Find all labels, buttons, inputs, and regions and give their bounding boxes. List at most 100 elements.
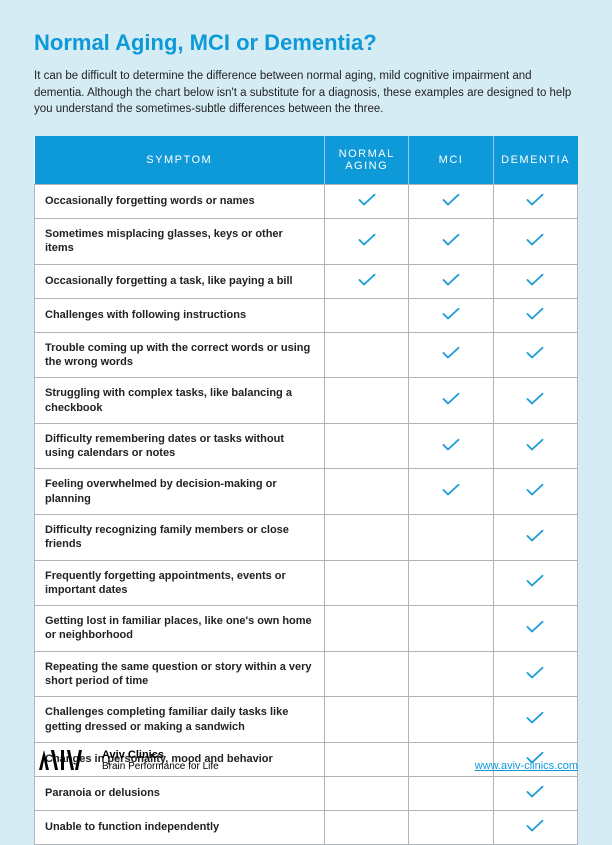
mci-cell	[409, 776, 493, 810]
mci-cell	[409, 469, 493, 515]
check-icon	[526, 574, 544, 588]
col-dementia: DEMENTIA	[493, 136, 577, 185]
dementia-cell	[493, 264, 577, 298]
check-icon	[442, 193, 460, 207]
mci-cell	[409, 560, 493, 606]
brand-url-link[interactable]: www.aviv-clinics.com	[475, 760, 578, 772]
check-icon	[526, 819, 544, 833]
normal-cell	[325, 651, 409, 697]
normal-cell	[325, 469, 409, 515]
check-icon	[442, 438, 460, 452]
normal-cell	[325, 185, 409, 219]
symptom-cell: Difficulty recognizing family members or…	[35, 514, 325, 560]
check-icon	[358, 273, 376, 287]
normal-cell	[325, 219, 409, 265]
normal-cell	[325, 560, 409, 606]
normal-cell	[325, 332, 409, 378]
mci-cell	[409, 264, 493, 298]
mci-cell	[409, 423, 493, 469]
dementia-cell	[493, 810, 577, 844]
dementia-cell	[493, 651, 577, 697]
table-row: Occasionally forgetting words or names	[35, 185, 578, 219]
check-icon	[526, 620, 544, 634]
normal-cell	[325, 776, 409, 810]
symptom-cell: Paranoia or delusions	[35, 776, 325, 810]
symptom-cell: Challenges completing familiar daily tas…	[35, 697, 325, 743]
check-icon	[526, 666, 544, 680]
mci-cell	[409, 810, 493, 844]
dementia-cell	[493, 776, 577, 810]
mci-cell	[409, 185, 493, 219]
dementia-cell	[493, 185, 577, 219]
check-icon	[442, 346, 460, 360]
symptom-cell: Getting lost in familiar places, like on…	[35, 606, 325, 652]
brand-logo-icon	[34, 748, 94, 772]
brand-text: Aviv Clinics Brain Performance for Life	[102, 749, 219, 772]
check-icon	[442, 392, 460, 406]
normal-cell	[325, 378, 409, 424]
check-icon	[442, 307, 460, 321]
brand-tagline: Brain Performance for Life	[102, 761, 219, 772]
dementia-cell	[493, 332, 577, 378]
table-row: Occasionally forgetting a task, like pay…	[35, 264, 578, 298]
normal-cell	[325, 298, 409, 332]
symptom-cell: Occasionally forgetting words or names	[35, 185, 325, 219]
check-icon	[526, 307, 544, 321]
check-icon	[526, 346, 544, 360]
table-row: Unable to function independently	[35, 810, 578, 844]
check-icon	[526, 711, 544, 725]
check-icon	[526, 233, 544, 247]
symptom-cell: Frequently forgetting appointments, even…	[35, 560, 325, 606]
symptom-cell: Unable to function independently	[35, 810, 325, 844]
mci-cell	[409, 606, 493, 652]
intro-text: It can be difficult to determine the dif…	[34, 68, 578, 118]
brand: Aviv Clinics Brain Performance for Life	[34, 748, 219, 772]
dementia-cell	[493, 697, 577, 743]
check-icon	[442, 273, 460, 287]
dementia-cell	[493, 423, 577, 469]
table-row: Sometimes misplacing glasses, keys or ot…	[35, 219, 578, 265]
footer: Aviv Clinics Brain Performance for Life …	[34, 748, 578, 772]
symptom-cell: Trouble coming up with the correct words…	[35, 332, 325, 378]
mci-cell	[409, 298, 493, 332]
mci-cell	[409, 332, 493, 378]
col-symptom: SYMPTOM	[35, 136, 325, 185]
col-mci: MCI	[409, 136, 493, 185]
check-icon	[526, 193, 544, 207]
normal-cell	[325, 264, 409, 298]
mci-cell	[409, 514, 493, 560]
normal-cell	[325, 514, 409, 560]
brand-name: Aviv Clinics	[102, 749, 219, 761]
mci-cell	[409, 651, 493, 697]
table-row: Challenges completing familiar daily tas…	[35, 697, 578, 743]
check-icon	[526, 483, 544, 497]
table-row: Repeating the same question or story wit…	[35, 651, 578, 697]
normal-cell	[325, 810, 409, 844]
table-row: Trouble coming up with the correct words…	[35, 332, 578, 378]
symptom-cell: Challenges with following instructions	[35, 298, 325, 332]
dementia-cell	[493, 219, 577, 265]
symptom-cell: Difficulty remembering dates or tasks wi…	[35, 423, 325, 469]
symptom-cell: Feeling overwhelmed by decision-making o…	[35, 469, 325, 515]
mci-cell	[409, 219, 493, 265]
check-icon	[526, 529, 544, 543]
symptom-cell: Occasionally forgetting a task, like pay…	[35, 264, 325, 298]
normal-cell	[325, 423, 409, 469]
check-icon	[442, 483, 460, 497]
check-icon	[442, 233, 460, 247]
page-title: Normal Aging, MCI or Dementia?	[34, 30, 578, 56]
symptom-cell: Struggling with complex tasks, like bala…	[35, 378, 325, 424]
check-icon	[526, 438, 544, 452]
normal-cell	[325, 697, 409, 743]
mci-cell	[409, 378, 493, 424]
normal-cell	[325, 606, 409, 652]
table-row: Difficulty recognizing family members or…	[35, 514, 578, 560]
check-icon	[526, 273, 544, 287]
table-row: Getting lost in familiar places, like on…	[35, 606, 578, 652]
symptom-cell: Sometimes misplacing glasses, keys or ot…	[35, 219, 325, 265]
dementia-cell	[493, 298, 577, 332]
check-icon	[358, 233, 376, 247]
table-row: Feeling overwhelmed by decision-making o…	[35, 469, 578, 515]
dementia-cell	[493, 560, 577, 606]
table-header-row: SYMPTOM NORMAL AGING MCI DEMENTIA	[35, 136, 578, 185]
